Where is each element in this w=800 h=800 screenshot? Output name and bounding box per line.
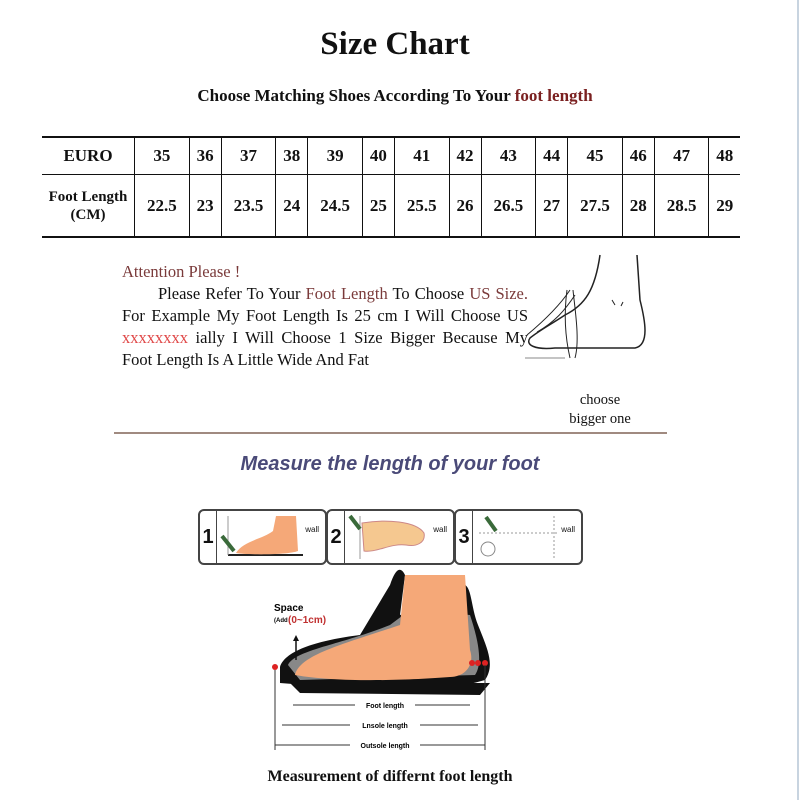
step-number: 3	[456, 511, 473, 563]
foot-length-cell: 23	[188, 174, 222, 237]
note-text: For Example My Foot Length Is 25 cm I Wi…	[122, 306, 528, 325]
euro-size-cell: 41	[393, 137, 450, 175]
wall-label: wall	[433, 525, 447, 534]
foot-length-row: Foot Length (CM) 22.5 23 23.5 24 24.5 25 25.5 26…	[42, 174, 740, 237]
divider	[114, 432, 667, 434]
space-label: Space	[274, 603, 304, 614]
note-text: ially I Will Choose 1 Size Bigger Becaus…	[122, 328, 528, 369]
euro-size-cell: 44	[535, 137, 568, 175]
note-us-size: US Size.	[469, 284, 529, 303]
wall-label: wall	[561, 525, 575, 534]
euro-size-cell: 47	[653, 137, 709, 175]
euro-size-cell: 35	[134, 137, 190, 175]
note-text: Please Refer To Your	[158, 284, 306, 303]
euro-size-cell: 46	[621, 137, 655, 175]
foot-length-cell: 29	[708, 174, 740, 237]
note-text: To Choose	[387, 284, 470, 303]
note-redacted: xxxxxxxx	[122, 328, 188, 347]
shoe-diagram: Foot length Lnsole length Outsole length…	[272, 569, 490, 751]
euro-size-cell: 42	[448, 137, 481, 175]
foot-length-cell: 23.5	[220, 174, 276, 237]
euro-size-cell: 45	[567, 137, 623, 175]
euro-size-cell: 43	[480, 137, 536, 175]
row-header: Foot Length (CM)	[48, 188, 128, 223]
step-1-panel: 1 wall	[198, 509, 327, 565]
euro-row: EURO 35 36 37 38 39 40 41 42 43 44 45 46 47 48	[42, 137, 740, 175]
euro-size-cell: 38	[275, 137, 308, 175]
foot-length-cell: 26.5	[480, 174, 536, 237]
wall-label: wall	[305, 525, 319, 534]
foot-top-icon	[348, 514, 425, 559]
size-table: EURO 35 36 37 38 39 40 41 42 43 44 45 46 47 48 Foot Le…	[42, 136, 740, 238]
attention-note: Attention Please ! Please Refer To Your …	[122, 261, 528, 371]
outsole-length-label: Outsole length	[361, 743, 410, 750]
step-2-panel: 2 wall	[326, 509, 455, 565]
foot-length-cell: 24.5	[307, 174, 363, 237]
euro-size-cell: 36	[188, 137, 222, 175]
euro-size-cell: 48	[708, 137, 740, 175]
foot-length-cell: 24	[275, 174, 308, 237]
foot-length-cell: 27	[535, 174, 568, 237]
foot-length-cell: 25	[361, 174, 395, 237]
outsole-start-marker	[272, 664, 278, 670]
subtitle-accent: foot length	[514, 86, 593, 105]
edge-line	[797, 0, 799, 800]
foot-length-cell: 27.5	[567, 174, 623, 237]
step-number: 2	[328, 511, 345, 563]
note-heading: Attention Please !	[122, 262, 241, 281]
ruler-icon	[479, 515, 559, 559]
euro-size-cell: 39	[307, 137, 363, 175]
euro-size-cell: 37	[220, 137, 276, 175]
foot-length-cell: 28.5	[653, 174, 709, 237]
foot-length-cell: 28	[621, 174, 655, 237]
foot-length-cell: 25.5	[393, 174, 450, 237]
page-title: Size Chart	[320, 26, 470, 62]
foot-side-icon	[220, 516, 303, 556]
foot-length-label: Foot length	[366, 703, 404, 710]
foot-length-cell: 26	[448, 174, 481, 237]
caption: Measurement of differnt foot length	[267, 768, 513, 785]
choose-bigger-label: choose bigger one	[569, 392, 631, 427]
foot-sketch-icon	[525, 254, 646, 359]
space-range-label: (0~1cm)	[288, 615, 326, 626]
insole-length-label: Lnsole length	[362, 723, 408, 730]
subtitle: Choose Matching Shoes According To Your …	[0, 86, 790, 106]
step-number: 1	[200, 511, 217, 563]
euro-size-cell: 40	[361, 137, 395, 175]
note-foot-length: Foot Length	[305, 284, 388, 303]
foot-length-cell: 22.5	[134, 174, 190, 237]
row-header: EURO	[42, 137, 135, 175]
measure-title: Measure the length of your foot	[240, 453, 540, 475]
add-label: (Add	[274, 618, 288, 624]
subtitle-text: Choose Matching Shoes According To Your	[197, 86, 515, 105]
step-3-panel: 3 wall	[454, 509, 583, 565]
